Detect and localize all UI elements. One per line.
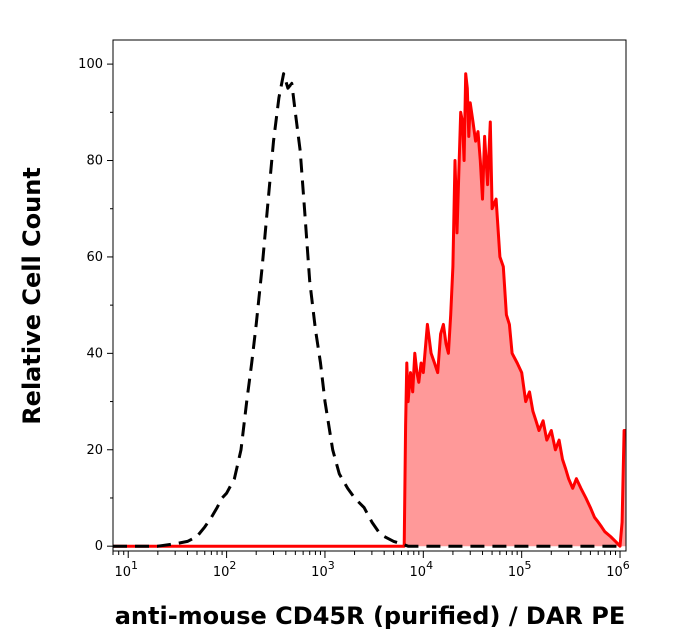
series-1-fill (113, 73, 626, 547)
x-tick-label-4: 105 (508, 559, 532, 580)
y-axis-title: Relative Cell Count (18, 167, 46, 425)
y-tick-label-3: 60 (86, 250, 103, 265)
y-tick-label-0: 0 (95, 539, 103, 554)
x-tick-label-3: 104 (410, 559, 434, 580)
x-axis-title: anti-mouse CD45R (purified) / DAR PE (115, 602, 626, 630)
axes: 0 20 40 60 80 100 101 102 103 104 105 106 (78, 39, 630, 580)
plot-area (113, 72, 626, 548)
y-tick-label-4: 80 (86, 154, 103, 169)
x-tick-label-5: 106 (606, 559, 630, 580)
series-0-line (113, 72, 620, 548)
plot-frame (112, 39, 627, 552)
x-tick-label-0: 101 (114, 559, 138, 580)
series-1-line (113, 72, 626, 548)
x-tick-label-2: 103 (311, 559, 335, 580)
y-tick-label-1: 20 (86, 443, 103, 458)
y-tick-label-2: 40 (86, 346, 103, 361)
x-tick-label-1: 102 (213, 559, 237, 580)
y-tick-label-5: 100 (78, 57, 103, 72)
